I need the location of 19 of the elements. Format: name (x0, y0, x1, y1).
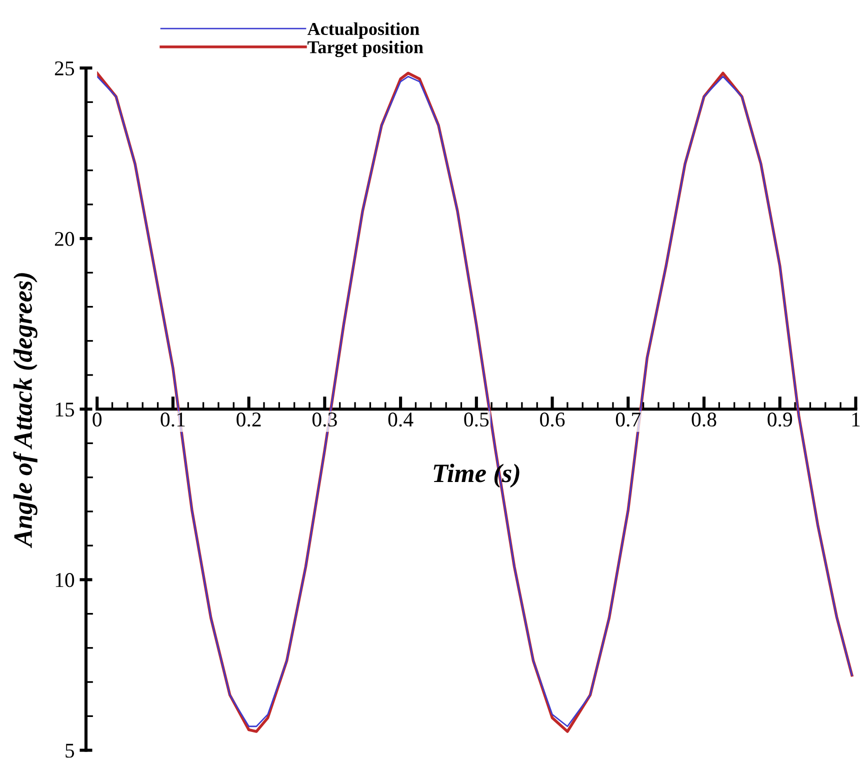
y-tick-label: 5 (66, 744, 74, 758)
y-tick-label: 20 (54, 232, 74, 246)
y-tick-label: 15 (56, 402, 74, 417)
series-label: Target position (308, 40, 424, 58)
text: Actualposition (307, 22, 420, 39)
x-tick-label: 0.7 (616, 412, 641, 427)
x-tick-label: 0.1 (160, 412, 185, 427)
x-tick-label: 0.2 (236, 412, 261, 427)
x-tick-label: 0.8 (692, 412, 716, 427)
y-tick-label: 10 (56, 573, 74, 588)
x-tick-label: 0.3 (312, 412, 337, 427)
x-tick-label: 1 (852, 412, 860, 426)
x-tick-label: 0.5 (464, 412, 489, 427)
x-tick-label: 0 (92, 412, 102, 427)
x-tick-label: 0.4 (388, 412, 414, 427)
x-tick-label: 0.6 (540, 412, 565, 427)
y-tick-label: 25 (54, 61, 74, 76)
y-axis-title: Angle of Attack (degrees) (13, 273, 38, 548)
x-tick-label: 0.9 (768, 412, 792, 427)
